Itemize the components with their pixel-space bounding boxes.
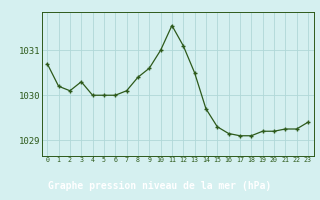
Text: Graphe pression niveau de la mer (hPa): Graphe pression niveau de la mer (hPa) bbox=[48, 181, 272, 191]
